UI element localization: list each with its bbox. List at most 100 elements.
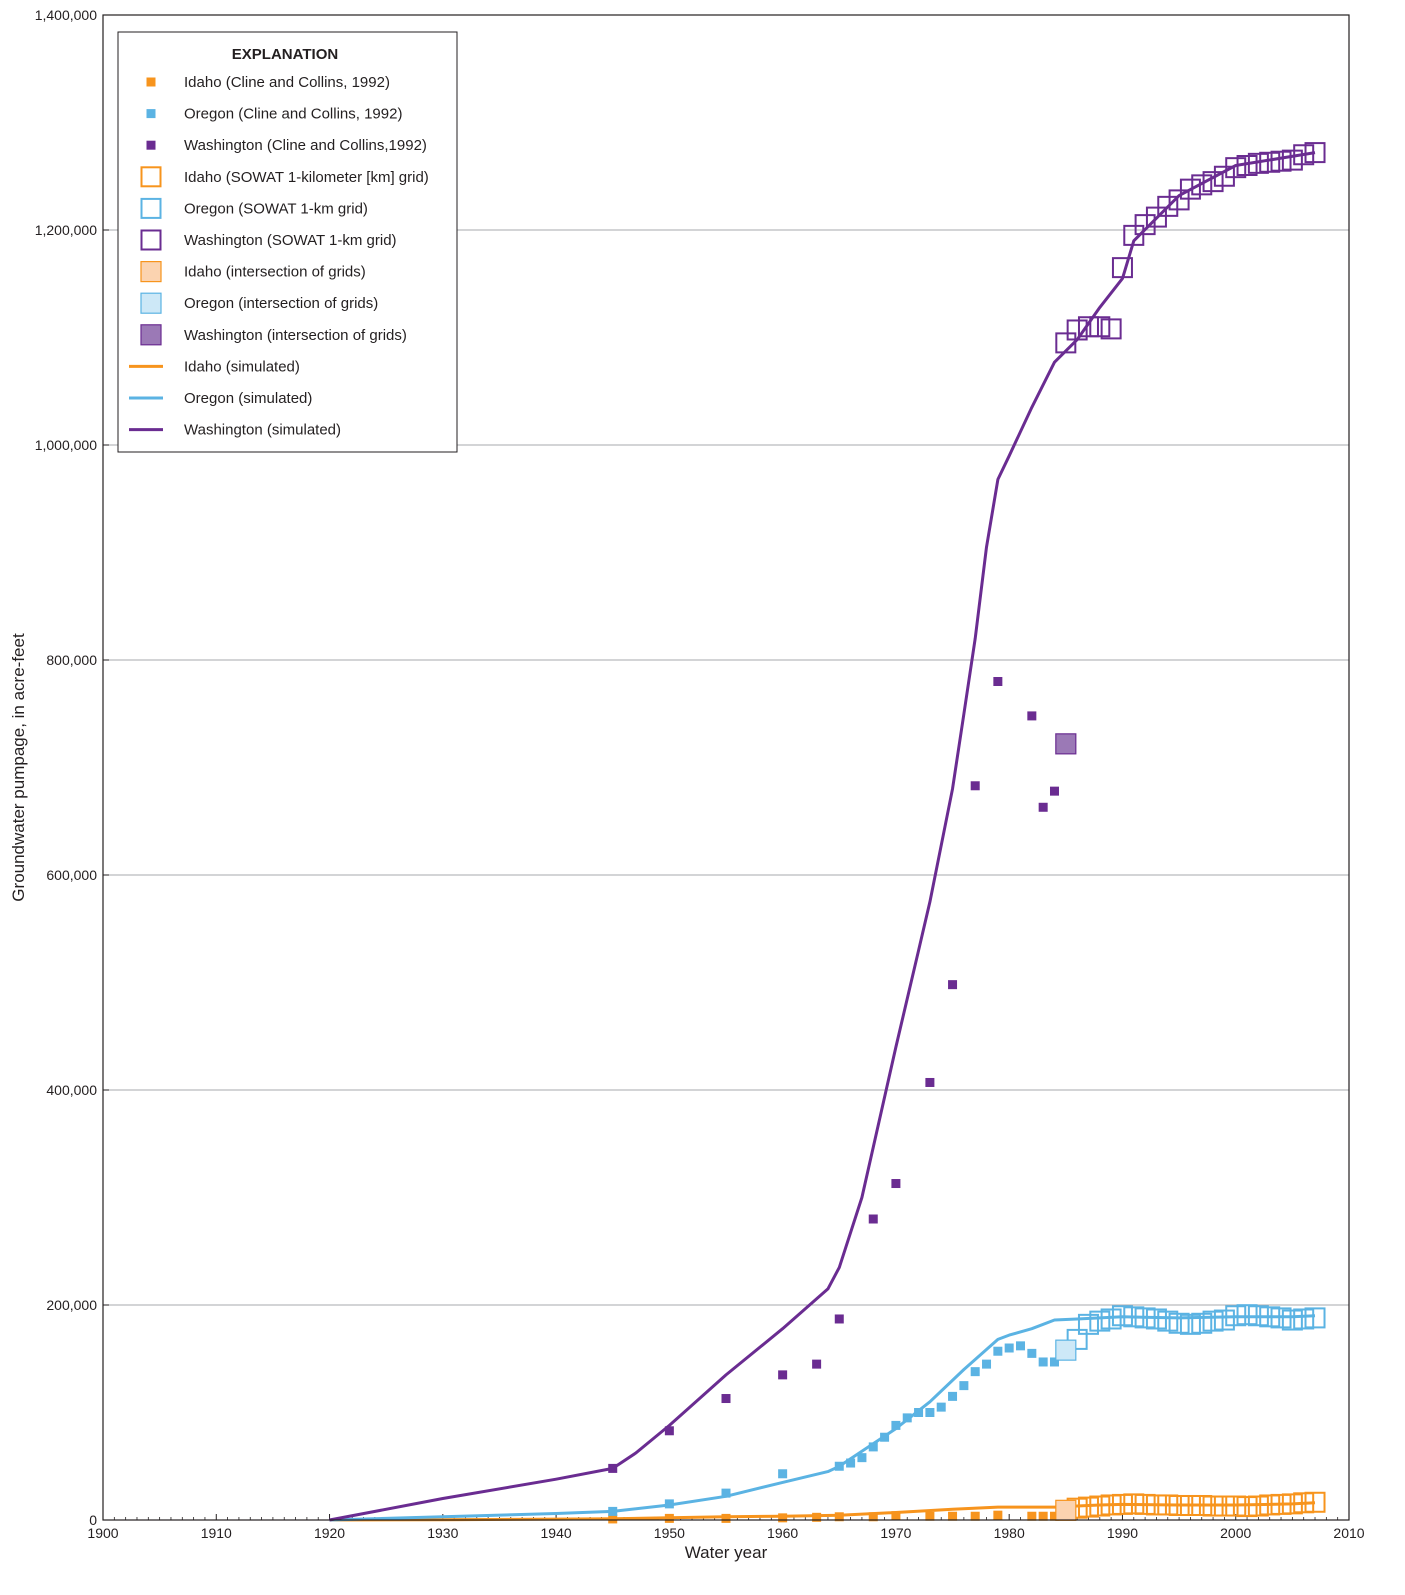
data-point <box>1134 1493 1156 1515</box>
series-oregon-simulated <box>329 1314 1316 1522</box>
data-point <box>1293 144 1315 166</box>
legend-title: EXPLANATION <box>232 46 338 63</box>
data-point <box>834 1461 844 1471</box>
data-point <box>834 1314 844 1324</box>
data-point <box>608 1506 618 1516</box>
data-point <box>1123 1306 1145 1328</box>
data-point <box>812 1359 822 1369</box>
legend-entry: Idaho (Cline and Collins, 1992) <box>146 74 390 91</box>
data-point <box>993 677 1003 686</box>
data-point <box>1259 151 1281 173</box>
data-point <box>959 1381 969 1391</box>
x-tick-label: 1980 <box>994 1525 1025 1541</box>
legend-symbol <box>140 261 162 283</box>
data-point <box>1191 174 1213 196</box>
data-point <box>778 1469 788 1479</box>
y-tick-label: 200,000 <box>46 1297 97 1313</box>
series-washington-simulated <box>329 151 1316 1522</box>
data-point <box>1179 1494 1201 1516</box>
data-point <box>664 1499 674 1509</box>
data-point <box>1089 1310 1111 1332</box>
data-point <box>925 1077 935 1087</box>
plot-frame <box>102 14 1350 1521</box>
data-point <box>982 1359 992 1369</box>
legend-entry: Idaho (intersection of grids) <box>140 261 366 283</box>
data-point <box>1213 1309 1235 1331</box>
data-point <box>902 1413 912 1423</box>
data-point <box>1168 1494 1190 1516</box>
data-point <box>1281 1309 1303 1331</box>
legend-entry: Oregon (SOWAT 1-km grid) <box>140 197 368 219</box>
data-point <box>914 1408 924 1417</box>
legend-entry: Oregon (intersection of grids) <box>140 292 378 314</box>
data-point <box>880 1432 890 1442</box>
data-point <box>1168 1312 1190 1334</box>
legend-symbol <box>140 324 162 346</box>
legend-label: Idaho (intersection of grids) <box>184 264 366 281</box>
x-tick-label: 1910 <box>201 1525 232 1541</box>
legend-label: Idaho (Cline and Collins, 1992) <box>184 74 390 91</box>
y-tick-label: 1,000,000 <box>35 437 97 453</box>
data-point <box>1179 1313 1201 1335</box>
data-point <box>1049 1357 1059 1367</box>
data-point <box>1270 1307 1292 1329</box>
data-point <box>1247 152 1269 174</box>
legend-label: Oregon (SOWAT 1-km grid) <box>184 200 368 217</box>
legend-label: Idaho (SOWAT 1-kilometer [km] grid) <box>184 169 429 186</box>
data-point <box>1213 1495 1235 1517</box>
y-tick-label: 1,400,000 <box>35 7 97 23</box>
legend-label: Washington (intersection of grids) <box>184 327 407 344</box>
data-point <box>1038 1511 1048 1521</box>
legend: EXPLANATION Idaho (Cline and Collins, 19… <box>117 31 458 453</box>
data-point <box>1049 786 1059 796</box>
data-point <box>1191 1494 1213 1516</box>
data-point <box>1281 1493 1303 1515</box>
data-point <box>970 1511 980 1521</box>
data-point <box>608 1463 618 1473</box>
series-oregon-sowat-1-km-grid <box>1066 1304 1326 1350</box>
x-tick-label: 1920 <box>314 1525 345 1541</box>
legend-symbol <box>140 292 162 314</box>
data-point <box>948 1511 958 1521</box>
series-oregon-intersection-of-grids <box>1055 1339 1077 1361</box>
data-point <box>1077 1313 1099 1335</box>
data-point <box>948 1391 958 1401</box>
legend-label: Oregon (Cline and Collins, 1992) <box>184 106 402 123</box>
data-point <box>1100 1308 1122 1330</box>
data-point <box>1225 1495 1247 1517</box>
y-tick-label: 600,000 <box>46 867 97 883</box>
data-point <box>664 1513 674 1523</box>
data-point <box>1202 1495 1224 1517</box>
legend-entry: Washington (intersection of grids) <box>140 324 407 346</box>
data-point <box>834 1512 844 1522</box>
data-point <box>1157 1494 1179 1516</box>
series-washington-sowat-1-km-grid <box>1055 142 1326 354</box>
data-point <box>1055 1339 1077 1361</box>
series-line <box>329 1314 1316 1522</box>
data-point <box>812 1512 822 1522</box>
data-point <box>891 1420 901 1430</box>
data-point <box>721 1394 731 1404</box>
data-point <box>1100 1494 1122 1516</box>
data-point <box>1055 1499 1077 1521</box>
legend-symbol <box>146 140 156 150</box>
x-tick-label: 2000 <box>1220 1525 1251 1541</box>
data-point <box>1259 1306 1281 1328</box>
series-idaho-intersection-of-grids <box>1055 1499 1077 1521</box>
ticks: 0 200,000 400,000 600,000 800,000 1,000,000 1,… <box>35 7 1365 1541</box>
data-point <box>721 1488 731 1498</box>
data-point <box>1145 1494 1167 1516</box>
data-point <box>1077 316 1099 338</box>
data-point <box>1066 319 1088 341</box>
data-point <box>948 980 958 990</box>
data-point <box>1270 1493 1292 1515</box>
data-point <box>1111 1305 1133 1327</box>
data-point <box>1293 1492 1315 1514</box>
data-point <box>1225 1305 1247 1327</box>
data-point <box>1259 1494 1281 1516</box>
legend-label: Oregon (intersection of grids) <box>184 295 378 312</box>
x-tick-label: 1960 <box>767 1525 798 1541</box>
data-point <box>1123 224 1145 246</box>
x-tick-label: 1950 <box>654 1525 685 1541</box>
legend-symbol <box>140 197 162 219</box>
